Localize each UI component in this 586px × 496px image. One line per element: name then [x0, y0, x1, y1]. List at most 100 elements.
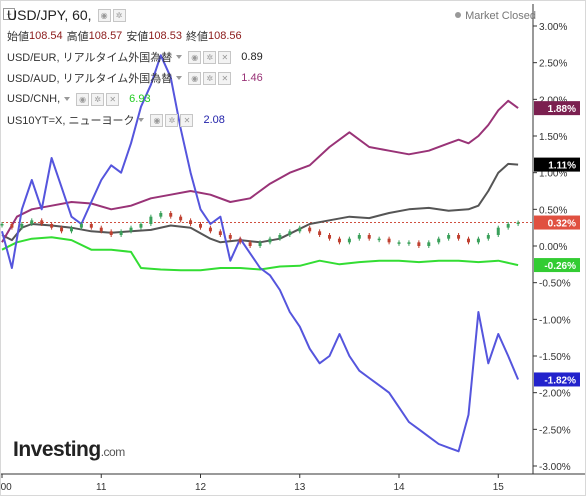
- candle-body: [328, 235, 332, 239]
- eye-icon[interactable]: ◉: [150, 113, 164, 127]
- y-tick-label: 0.00%: [539, 242, 567, 253]
- chevron-down-icon[interactable]: [64, 97, 71, 101]
- candle-body: [149, 216, 153, 224]
- chevron-down-icon[interactable]: [138, 118, 145, 122]
- candle-body: [169, 213, 173, 217]
- candle-body: [457, 235, 461, 239]
- candle-body: [218, 231, 222, 235]
- open-value: 108.54: [29, 30, 63, 42]
- candle-body: [407, 242, 411, 244]
- last-value-label: 0.32%: [548, 219, 576, 230]
- eye-icon[interactable]: ◉: [188, 71, 202, 85]
- legend-value: 0.89: [241, 51, 263, 63]
- last-value-label: 1.88%: [548, 104, 576, 115]
- close-icon[interactable]: ✕: [106, 92, 120, 106]
- y-tick-label: -2.00%: [539, 389, 571, 400]
- candle-body: [109, 231, 113, 235]
- legend-controls: ◉ ✲ ✕: [188, 71, 233, 85]
- gear-icon[interactable]: ✲: [203, 71, 217, 85]
- legend-item-usd-cnh[interactable]: USD/CNH, ◉ ✲ ✕ 6.93: [7, 91, 151, 107]
- candle-body: [228, 235, 232, 239]
- candle-body: [10, 224, 14, 228]
- candle-body: [337, 238, 341, 243]
- candle-body: [258, 242, 262, 246]
- candle-body: [0, 224, 4, 226]
- candle-body: [318, 231, 322, 235]
- candle-body: [516, 222, 520, 225]
- y-tick-label: 2.50%: [539, 59, 567, 70]
- logo-suffix: .com: [100, 445, 126, 459]
- close-icon[interactable]: ✕: [218, 71, 232, 85]
- series-line-usd-cnh[interactable]: [1, 236, 519, 272]
- candle-body: [30, 220, 34, 224]
- candle-body: [50, 224, 54, 228]
- chevron-down-icon[interactable]: [176, 76, 183, 80]
- investing-logo[interactable]: Investing.com: [13, 438, 125, 462]
- legend-value: 6.93: [129, 93, 151, 105]
- gear-icon[interactable]: ✲: [165, 113, 179, 127]
- y-tick-label: 3.00%: [539, 22, 567, 33]
- candle-body: [357, 235, 361, 239]
- candle-body: [159, 213, 163, 217]
- last-value-label: -1.82%: [544, 375, 576, 386]
- high-value: 108.57: [88, 30, 123, 42]
- y-tick-label: -0.50%: [539, 279, 571, 290]
- eye-icon[interactable]: ◉: [188, 50, 202, 64]
- candle-body: [447, 235, 451, 239]
- candle-body: [129, 227, 133, 232]
- legend-item-us10yt[interactable]: US10YT=X, ニューヨーク ◉ ✲ ✕ 2.08: [7, 112, 225, 128]
- candle-body: [466, 238, 470, 243]
- market-status: Market Closed: [455, 10, 536, 22]
- legend-item-usd-eur[interactable]: USD/EUR, リアルタイム外国為替 ◉ ✲ ✕ 0.89: [7, 49, 263, 65]
- chart-title: USD/JPY, 60,: [7, 7, 92, 23]
- candle-body: [367, 235, 371, 239]
- candle-body: [189, 220, 193, 224]
- legend-label: USD/AUD, リアルタイム外国為替: [7, 73, 173, 85]
- x-tick-label: 12: [195, 482, 207, 493]
- gear-icon[interactable]: ✲: [112, 8, 126, 22]
- y-tick-label: -1.50%: [539, 352, 571, 363]
- chevron-down-icon[interactable]: [176, 55, 183, 59]
- series-line-us10yt-x[interactable]: [1, 54, 520, 453]
- market-status-label: Market Closed: [465, 10, 536, 22]
- gear-icon[interactable]: ✲: [203, 50, 217, 64]
- last-value-badge: [534, 215, 580, 230]
- y-tick-label: 1.00%: [539, 169, 567, 180]
- candle-body: [278, 235, 282, 239]
- last-value-label: 1.11%: [548, 161, 576, 172]
- legend-value: 1.46: [241, 72, 263, 84]
- candle-body: [99, 227, 103, 232]
- ohlc-row: 始値 108.54 高値 108.57 安値 108.53 終値 108.56: [7, 28, 246, 44]
- candle-body: [60, 227, 64, 232]
- y-tick-label: 0.50%: [539, 205, 567, 216]
- close-label: 終値: [185, 31, 208, 43]
- candle-body: [69, 227, 73, 232]
- last-value-badge: [534, 372, 580, 387]
- legend-controls: ◉ ✲ ✕: [150, 113, 195, 127]
- candle-body: [119, 231, 123, 235]
- candle-body: [139, 224, 143, 228]
- close-icon[interactable]: ✕: [180, 113, 194, 127]
- candle-body: [377, 238, 381, 241]
- y-tick-label: -2.50%: [539, 425, 571, 436]
- last-value-badge: [534, 157, 580, 172]
- candle-body: [476, 238, 480, 243]
- candle-body: [288, 231, 292, 235]
- legend-item-usd-aud[interactable]: USD/AUD, リアルタイム外国為替 ◉ ✲ ✕ 1.46: [7, 70, 263, 86]
- candle-body: [427, 242, 431, 246]
- eye-icon[interactable]: ◉: [76, 92, 90, 106]
- candle-body: [298, 227, 302, 232]
- candle-body: [40, 220, 44, 224]
- chart-title-row: USD/JPY, 60, ◉ ✲: [7, 7, 128, 23]
- candle-body: [208, 227, 212, 232]
- close-icon[interactable]: ✕: [218, 50, 232, 64]
- gear-icon[interactable]: ✲: [91, 92, 105, 106]
- collapse-icon[interactable]: −: [3, 8, 15, 20]
- candle-body: [486, 235, 490, 239]
- eye-icon[interactable]: ◉: [97, 8, 111, 22]
- candle-body: [268, 238, 272, 243]
- open-label: 始値: [7, 31, 29, 43]
- y-tick-label: -3.00%: [539, 462, 571, 473]
- legend-label: USD/EUR, リアルタイム外国為替: [7, 52, 173, 64]
